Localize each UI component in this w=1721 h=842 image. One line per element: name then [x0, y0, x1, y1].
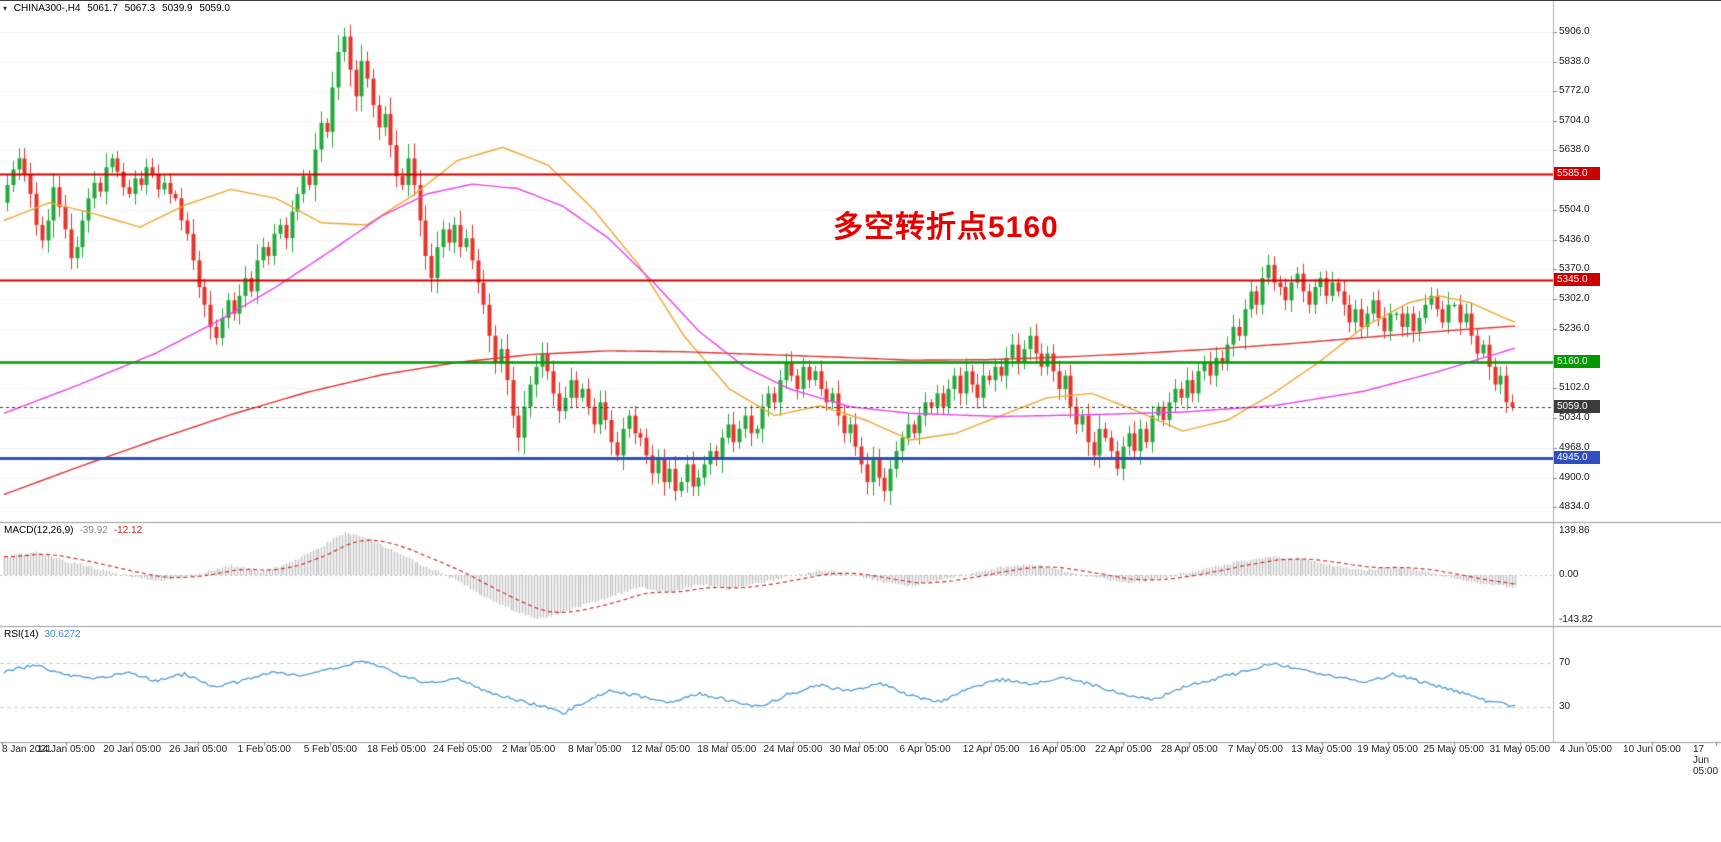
macd-value-main: -39.92 — [79, 525, 108, 536]
price-tick-label: 5772.0 — [1559, 85, 1590, 96]
ohlc-low: 5039.9 — [162, 3, 193, 14]
price-tick-label: 4900.0 — [1559, 471, 1590, 483]
rsi-axis-label: 70 — [1559, 657, 1571, 668]
time-axis-label: 8 Jan 2021 — [2, 744, 52, 755]
time-axis-label: 24 Feb 05:00 — [433, 744, 492, 755]
price-level-badge: 4945.0 — [1554, 450, 1600, 464]
time-axis-label: 18 Mar 05:00 — [697, 744, 757, 755]
macd-label: MACD(12,26,9) -39.92 -12.12 — [4, 525, 142, 536]
ohlc-high: 5067.3 — [124, 3, 156, 14]
time-axis-label: 6 Apr 05:00 — [899, 744, 951, 755]
macd-axis-label: 0.00 — [1559, 569, 1579, 580]
time-axis-label: 14 Jan 05:00 — [37, 744, 95, 755]
time-axis-label: 20 Jan 05:00 — [103, 744, 162, 755]
price-tick-label: 5034.0 — [1559, 412, 1590, 424]
price-tick-label: 5236.0 — [1559, 322, 1590, 334]
time-axis-label: 26 Jan 05:00 — [169, 744, 228, 755]
macd-axis-label: 139.86 — [1559, 525, 1590, 537]
time-axis-label: 1 Feb 05:00 — [237, 744, 291, 755]
price-tick-label: 5102.0 — [1559, 382, 1590, 394]
price-tick-label: 5838.0 — [1559, 55, 1590, 67]
time-axis-label: 10 Jun 05:00 — [1623, 744, 1681, 755]
price-tick-label: 5504.0 — [1559, 203, 1590, 215]
price-scale[interactable] — [1554, 1, 1721, 742]
time-axis-label: 24 Mar 05:00 — [763, 744, 823, 755]
chart-collapse-icon[interactable]: ▾ — [3, 4, 8, 13]
time-axis-label: 4 Jun 05:00 — [1559, 744, 1612, 755]
rsi-value: 30.6272 — [44, 629, 81, 640]
price-level-badge: 5345.0 — [1554, 273, 1600, 287]
price-tick-label: 5370.0 — [1559, 263, 1590, 275]
price-tick-label: 5638.0 — [1559, 144, 1590, 156]
time-scale[interactable]: 8 Jan 2021 14 Jan 05:00 20 Jan 05:00 26 Jan… — [0, 744, 1721, 777]
time-axis-label: 30 Mar 05:00 — [829, 744, 889, 755]
time-axis-label: 18 Feb 05:00 — [366, 744, 426, 755]
time-axis-label: 17 Jun 05:00 — [1692, 744, 1719, 777]
rsi-name: RSI(14) — [4, 629, 39, 640]
rsi-label: RSI(14) 30.6272 — [4, 629, 81, 640]
time-axis-label: 12 Mar 05:00 — [631, 744, 691, 755]
price-level-badge: 5059.0 — [1554, 400, 1600, 414]
time-axis-label: 19 May 05:00 — [1357, 744, 1418, 755]
symbol-info-bar: ▾ CHINA300-,H4 5061.7 5067.3 5039.9 5059… — [3, 3, 234, 14]
price-tick-label: 4968.0 — [1559, 441, 1590, 453]
price-tick-label: 5704.0 — [1559, 115, 1590, 127]
price-tick-label: 4834.0 — [1559, 500, 1590, 512]
time-axis-label: 13 May 05:00 — [1291, 744, 1352, 755]
price-tick-label: 5436.0 — [1559, 233, 1590, 245]
ohlc-close: 5059.0 — [199, 3, 230, 14]
price-tick-label: 5302.0 — [1559, 293, 1590, 305]
annotation-text: 多空转折点5160 — [833, 211, 1059, 244]
macd-value-signal: -12.12 — [113, 525, 143, 536]
time-axis-label: 5 Feb 05:00 — [303, 744, 358, 755]
time-axis-label: 16 Apr 05:00 — [1028, 744, 1086, 755]
price-tick-label: 5906.0 — [1559, 25, 1590, 37]
time-axis-label: 22 Apr 05:00 — [1094, 744, 1152, 755]
ohlc-open: 5061.7 — [87, 3, 118, 14]
time-axis-label: 31 May 05:00 — [1489, 744, 1551, 755]
time-axis-label: 12 Apr 05:00 — [962, 744, 1020, 755]
time-axis-label: 8 Mar 05:00 — [568, 744, 622, 755]
symbol-period: CHINA300-,H4 — [13, 3, 81, 14]
time-axis-label: 28 Apr 05:00 — [1161, 744, 1218, 755]
price-level-badge: 5160.0 — [1554, 355, 1600, 369]
time-axis-label: 25 May 05:00 — [1423, 744, 1484, 755]
macd-axis-label: -143.82 — [1559, 614, 1593, 626]
macd-name: MACD(12,26,9) — [4, 525, 74, 536]
time-axis-label: 7 May 05:00 — [1227, 744, 1283, 755]
price-level-badge: 5585.0 — [1554, 166, 1600, 180]
time-axis-label: 2 Mar 05:00 — [501, 744, 556, 755]
rsi-axis-label: 30 — [1559, 701, 1571, 712]
